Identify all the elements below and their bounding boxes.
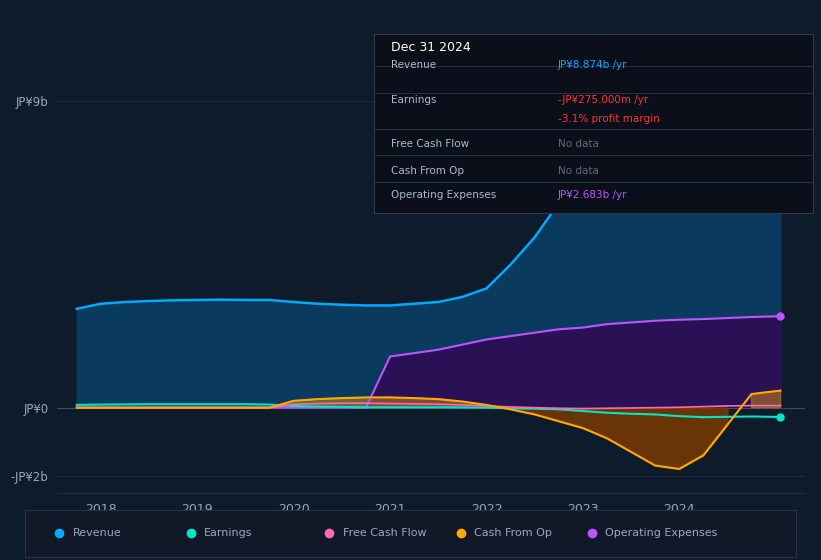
Text: Dec 31 2024: Dec 31 2024	[391, 41, 471, 54]
Text: Earnings: Earnings	[391, 95, 437, 105]
Text: -JP¥275.000m /yr: -JP¥275.000m /yr	[558, 95, 649, 105]
Text: No data: No data	[558, 139, 599, 150]
Text: Free Cash Flow: Free Cash Flow	[342, 529, 426, 538]
Text: Cash From Op: Cash From Op	[474, 529, 552, 538]
Text: Operating Expenses: Operating Expenses	[605, 529, 718, 538]
Text: No data: No data	[558, 166, 599, 176]
Text: JP¥2.683b /yr: JP¥2.683b /yr	[558, 189, 627, 199]
Text: JP¥8.874b /yr: JP¥8.874b /yr	[558, 60, 627, 71]
Text: Revenue: Revenue	[391, 60, 436, 71]
Text: Revenue: Revenue	[72, 529, 122, 538]
Text: Earnings: Earnings	[204, 529, 252, 538]
Text: Free Cash Flow: Free Cash Flow	[391, 139, 470, 150]
Text: Cash From Op: Cash From Op	[391, 166, 464, 176]
Text: Operating Expenses: Operating Expenses	[391, 189, 497, 199]
Text: -3.1% profit margin: -3.1% profit margin	[558, 114, 660, 124]
